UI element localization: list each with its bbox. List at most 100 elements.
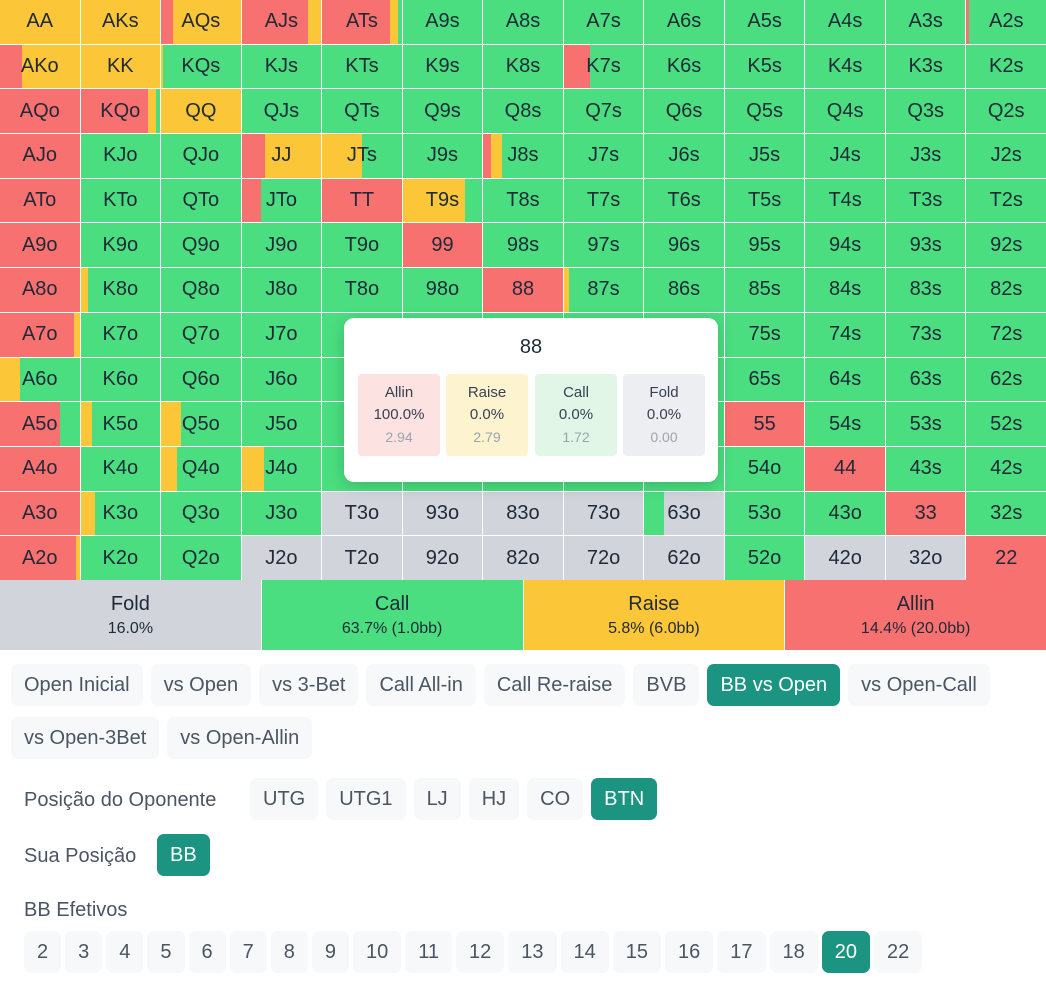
hand-cell[interactable]: 63s [885, 357, 966, 402]
opponent-option-btn[interactable]: BTN [591, 778, 658, 820]
hand-cell[interactable]: Q4s [805, 89, 885, 134]
bb-option-10[interactable]: 10 [353, 931, 402, 973]
hand-cell[interactable]: K8s [483, 44, 563, 89]
hand-cell[interactable]: T6s [644, 178, 724, 223]
hand-cell[interactable]: KQo [80, 89, 161, 134]
bb-option-17[interactable]: 17 [717, 931, 766, 973]
hand-cell[interactable]: 85s [724, 268, 805, 312]
hand-cell[interactable]: A9s [402, 0, 483, 44]
hand-cell[interactable]: A5s [724, 0, 805, 44]
hand-cell[interactable]: 92o [402, 536, 483, 580]
hand-cell[interactable]: 83o [483, 491, 563, 536]
hand-cell[interactable]: Q2s [966, 89, 1046, 134]
hand-cell[interactable]: A4s [805, 0, 885, 44]
bb-option-7[interactable]: 7 [229, 931, 267, 973]
hand-cell[interactable]: QQ [161, 89, 241, 134]
hand-cell[interactable]: A7s [563, 0, 644, 44]
bb-option-6[interactable]: 6 [188, 931, 226, 973]
bb-option-16[interactable]: 16 [665, 931, 714, 973]
hand-cell[interactable]: 62s [966, 357, 1046, 402]
hand-cell[interactable]: Q3s [885, 89, 966, 134]
bb-option-9[interactable]: 9 [311, 931, 349, 973]
hand-cell[interactable]: T2s [966, 178, 1046, 223]
hand-cell[interactable]: T4s [805, 178, 885, 223]
hand-cell[interactable]: A7o [0, 312, 80, 357]
hand-cell[interactable]: K2s [966, 44, 1046, 89]
hand-cell[interactable]: 42s [966, 446, 1046, 491]
hand-cell[interactable]: Q4o [161, 446, 241, 491]
hand-cell[interactable]: K3o [80, 491, 161, 536]
hand-cell[interactable]: 72s [966, 312, 1046, 357]
hand-cell[interactable]: K5o [80, 402, 161, 446]
hand-cell[interactable]: A8o [0, 268, 80, 312]
hand-cell[interactable]: 73s [885, 312, 966, 357]
bb-option-12[interactable]: 12 [456, 931, 505, 973]
hand-cell[interactable]: A2s [966, 0, 1046, 44]
opponent-option-utg1[interactable]: UTG1 [326, 778, 406, 820]
hand-cell[interactable]: K7o [80, 312, 161, 357]
hand-cell[interactable]: AQs [161, 0, 241, 44]
hand-cell[interactable]: 42o [805, 536, 885, 580]
hand-cell[interactable]: 93o [402, 491, 483, 536]
hand-cell[interactable]: K6o [80, 357, 161, 402]
hand-cell[interactable]: 54s [805, 402, 885, 446]
hand-cell[interactable]: T3o [322, 491, 402, 536]
hand-cell[interactable]: T8s [483, 178, 563, 223]
hand-cell[interactable]: Q5o [161, 402, 241, 446]
hand-cell[interactable]: KQs [161, 44, 241, 89]
hand-cell[interactable]: 52o [724, 536, 805, 580]
bb-option-14[interactable]: 14 [560, 931, 609, 973]
hand-cell[interactable]: A9o [0, 223, 80, 268]
hand-cell[interactable]: 87s [563, 268, 644, 312]
hand-cell[interactable]: A8s [483, 0, 563, 44]
scenario-tab-bvb[interactable]: BVB [633, 664, 700, 706]
hand-cell[interactable]: QTo [161, 178, 241, 223]
hand-cell[interactable]: 53o [724, 491, 805, 536]
hand-cell[interactable]: K2o [80, 536, 161, 580]
hand-cell[interactable]: Q6s [644, 89, 724, 134]
bb-option-2[interactable]: 2 [24, 931, 62, 973]
bb-option-13[interactable]: 13 [508, 931, 557, 973]
hand-cell[interactable]: AKs [80, 0, 161, 44]
hand-cell[interactable]: TT [322, 178, 402, 223]
hand-cell[interactable]: J3s [885, 134, 966, 178]
scenario-tab-vs-3-bet[interactable]: vs 3-Bet [259, 664, 359, 706]
bb-option-20[interactable]: 20 [821, 931, 871, 973]
hand-cell[interactable]: T2o [322, 536, 402, 580]
hand-cell[interactable]: JTo [241, 178, 322, 223]
scenario-tab-call-all-in[interactable]: Call All-in [366, 664, 476, 706]
hand-cell[interactable]: JTs [322, 134, 402, 178]
hand-cell[interactable]: KJo [80, 134, 161, 178]
hand-cell[interactable]: 64s [805, 357, 885, 402]
hand-cell[interactable]: K9s [402, 44, 483, 89]
hand-cell[interactable]: 33 [885, 491, 966, 536]
hand-cell[interactable]: Q9o [161, 223, 241, 268]
hand-cell[interactable]: 93s [885, 223, 966, 268]
hand-cell[interactable]: T8o [322, 268, 402, 312]
hand-cell[interactable]: 43s [885, 446, 966, 491]
hand-cell[interactable]: QJs [241, 89, 322, 134]
hand-cell[interactable]: AJo [0, 134, 80, 178]
hand-cell[interactable]: 32s [966, 491, 1046, 536]
hand-cell[interactable]: 73o [563, 491, 644, 536]
bb-option-3[interactable]: 3 [65, 931, 103, 973]
hand-cell[interactable]: 92s [966, 223, 1046, 268]
hand-cell[interactable]: Q2o [161, 536, 241, 580]
hand-cell[interactable]: KTo [80, 178, 161, 223]
hand-cell[interactable]: K4s [805, 44, 885, 89]
hand-cell[interactable]: J3o [241, 491, 322, 536]
hand-cell[interactable]: T7s [563, 178, 644, 223]
opponent-option-utg[interactable]: UTG [250, 778, 319, 820]
hand-cell[interactable]: 53s [885, 402, 966, 446]
hand-cell[interactable]: AJs [241, 0, 322, 44]
bb-option-5[interactable]: 5 [147, 931, 185, 973]
hand-cell[interactable]: T3s [885, 178, 966, 223]
hand-cell[interactable]: A3o [0, 491, 80, 536]
bb-option-22[interactable]: 22 [874, 931, 923, 973]
hand-cell[interactable]: 88 [483, 268, 563, 312]
hand-cell[interactable]: 32o [885, 536, 966, 580]
hand-cell[interactable]: 55 [724, 402, 805, 446]
hand-cell[interactable]: 72o [563, 536, 644, 580]
hand-cell[interactable]: A2o [0, 536, 80, 580]
hand-cell[interactable]: KK [80, 44, 161, 89]
